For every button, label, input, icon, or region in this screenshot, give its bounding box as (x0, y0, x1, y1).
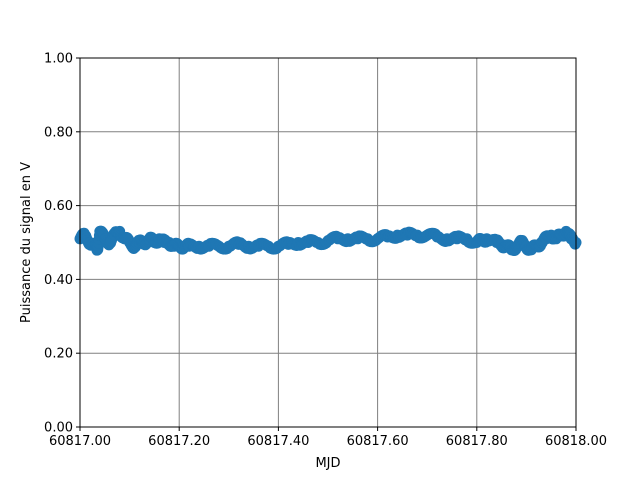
y-tick-label: 0.00 (44, 421, 73, 436)
y-tick-label: 0.20 (44, 347, 73, 362)
y-tick-label: 0.80 (44, 125, 73, 140)
x-axis-label: MJD (315, 456, 340, 471)
data-points (74, 225, 582, 256)
plot-frame (79, 57, 577, 428)
x-tick-label: 60818.00 (545, 434, 607, 449)
y-tick-label: 1.00 (44, 52, 73, 67)
y-tick-label: 0.40 (44, 273, 73, 288)
x-tick-label: 60817.40 (247, 434, 309, 449)
x-tick-label: 60817.20 (148, 434, 210, 449)
y-axis-ticks: 0.00 0.20 0.40 0.60 0.80 1.00 (44, 52, 80, 436)
x-tick-label: 60817.60 (347, 434, 409, 449)
x-axis-ticks: 60817.00 60817.20 60817.40 60817.60 60817.80… (49, 427, 607, 449)
x-tick-label: 60817.00 (49, 434, 111, 449)
x-tick-label: 60817.80 (446, 434, 508, 449)
y-tick-label: 0.60 (44, 199, 73, 214)
y-axis-label: Puissance du signal en V (19, 162, 34, 323)
